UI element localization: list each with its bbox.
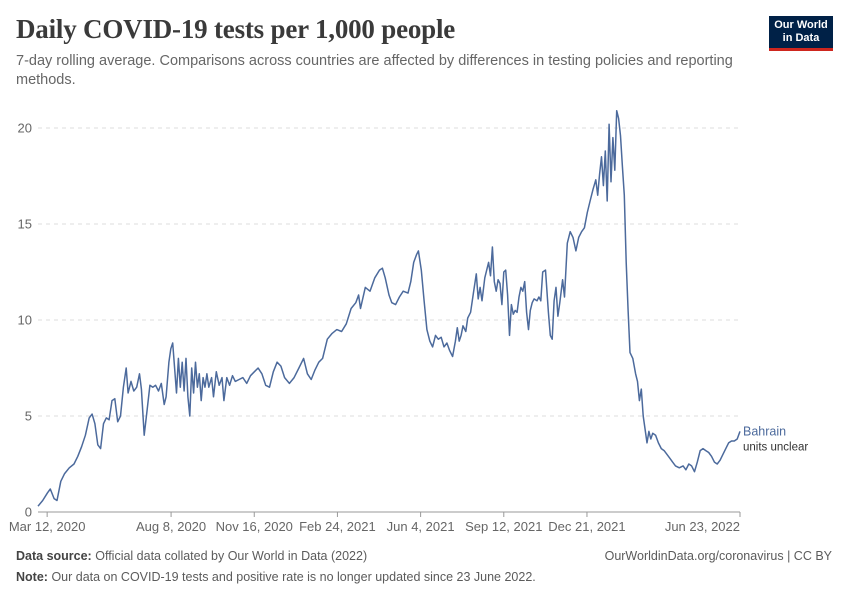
x-tick-label: Sep 12, 2021: [465, 519, 542, 534]
note-label: Note:: [16, 570, 48, 584]
line-chart: 0 5 10 15 20 Mar 12, 2020 Aug 8, 2020 Nov 16, 2…: [9, 109, 808, 534]
series-layer: [37, 109, 741, 507]
data-source-text: Official data collated by Our World in D…: [95, 549, 368, 563]
chart-subtitle: 7-day rolling average. Comparisons acros…: [16, 53, 733, 88]
data-source-label: Data source:: [16, 549, 92, 563]
series-annotation: units unclear: [743, 441, 808, 453]
note: Note: Our data on COVID-19 tests and pos…: [16, 570, 536, 584]
axes: 0 5 10 15 20 Mar 12, 2020 Aug 8, 2020 Nov 16, 2…: [9, 121, 741, 534]
series-label-bahrain[interactable]: Bahrain: [743, 424, 786, 438]
x-tick-label: Feb 24, 2021: [299, 519, 376, 534]
labels: Bahrain units unclear: [743, 424, 808, 453]
x-tick-label: Aug 8, 2020: [136, 519, 206, 534]
grid-lines: [38, 127, 740, 417]
x-tick-label: Jun 4, 2021: [387, 519, 455, 534]
chart-title: Daily COVID-19 tests per 1,000 people: [16, 14, 456, 44]
note-text: Our data on COVID-19 tests and positive …: [51, 570, 536, 584]
x-tick-label: Jun 23, 2022: [665, 519, 740, 534]
logo-line-2: in Data: [782, 32, 820, 44]
data-source: Data source: Official data collated by O…: [16, 549, 367, 563]
series-line-bahrain[interactable]: [37, 109, 741, 507]
x-tick-label: Dec 21, 2021: [548, 519, 625, 534]
owid-logo[interactable]: Our World in Data: [769, 16, 833, 51]
logo-line-1: Our World: [774, 19, 828, 31]
x-tick-label: Mar 12, 2020: [9, 519, 86, 534]
y-tick-label: 5: [25, 409, 32, 424]
y-tick-label: 20: [18, 121, 32, 136]
y-tick-label: 0: [25, 505, 32, 520]
y-tick-label: 10: [18, 313, 32, 328]
x-tick-label: Nov 16, 2020: [216, 519, 293, 534]
owid-link[interactable]: OurWorldinData.org/coronavirus | CC BY: [604, 549, 832, 563]
y-tick-label: 15: [18, 217, 32, 232]
